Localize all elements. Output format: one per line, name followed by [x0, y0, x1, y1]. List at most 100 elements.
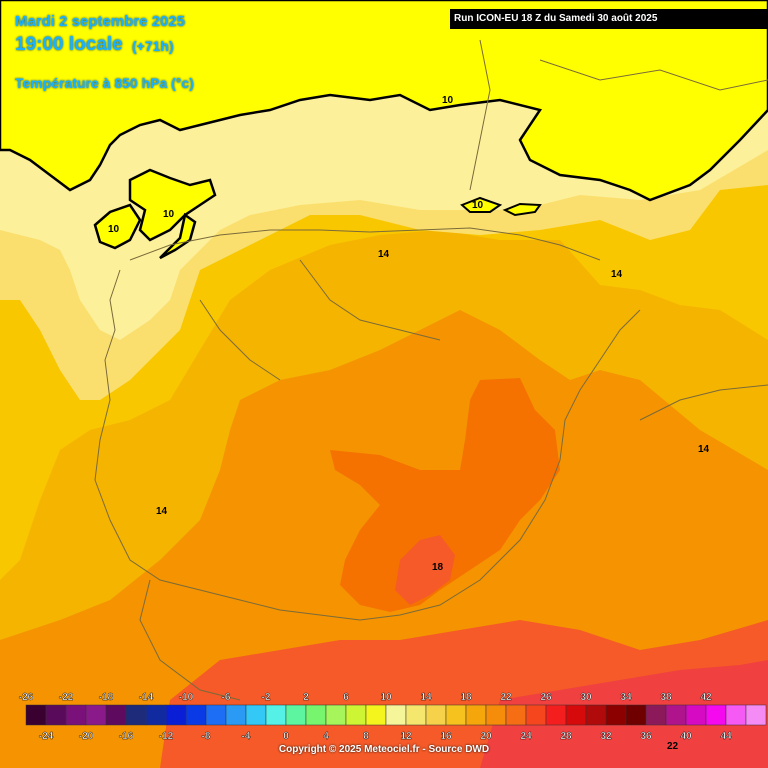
legend-bottom-tick: -8	[202, 731, 211, 742]
contour-label: 14	[611, 269, 623, 280]
legend-bottom-tick: 36	[640, 731, 652, 742]
contour-labels: 10 10 10 10 14 14 14 14 18 22	[108, 95, 710, 752]
forecast-date: Mardi 2 septembre 2025	[15, 13, 186, 30]
legend-bottom-tick: 40	[680, 731, 692, 742]
lead-time: (+71h)	[132, 38, 174, 54]
legend-bottom-tick: -24	[39, 731, 54, 742]
legend-top-tick: -26	[19, 692, 34, 703]
temp-field-22	[395, 535, 455, 605]
legend-swatch	[605, 704, 627, 726]
legend-swatch	[365, 704, 387, 726]
contour-label: 14	[156, 506, 168, 517]
contour-label: 18	[432, 562, 444, 573]
legend-swatch	[345, 704, 367, 726]
contour-label: 10	[472, 200, 484, 211]
copyright: Copyright © 2025 Meteociel.fr - Source D…	[278, 744, 490, 755]
legend-bottom-tick: -16	[119, 731, 134, 742]
legend-swatch	[265, 704, 287, 726]
legend-bottom-tick: -4	[242, 731, 251, 742]
legend-swatch	[325, 704, 347, 726]
legend-swatch	[25, 704, 47, 726]
legend-swatch	[545, 704, 567, 726]
legend-top-tick: -10	[179, 692, 194, 703]
legend-top-tick: 38	[660, 692, 672, 703]
legend-swatch	[305, 704, 327, 726]
coastlines	[94, 39, 768, 701]
legend-swatch	[245, 704, 267, 726]
contour-label: 10	[442, 95, 454, 106]
legend-bottom-tick: 8	[363, 731, 369, 742]
legend-swatch	[285, 704, 307, 726]
contour-label: 14	[378, 249, 390, 260]
legend-swatch	[225, 704, 247, 726]
color-legend: -26 -22 -18 -14 -10 -6 -2 2 6 10 14 18 22 26 30 34 38 42-…	[19, 692, 767, 742]
legend-swatch	[65, 704, 87, 726]
legend-top-tick: -22	[59, 692, 74, 703]
legend-swatch	[665, 704, 687, 726]
cold-blob-pyrenees	[460, 196, 503, 213]
legend-swatch	[125, 704, 147, 726]
legend-top-tick: 22	[500, 692, 512, 703]
legend-swatch	[705, 704, 727, 726]
legend-bottom-tick: 28	[560, 731, 572, 742]
legend-swatch	[145, 704, 167, 726]
legend-swatch	[445, 704, 467, 726]
legend-swatch	[585, 704, 607, 726]
legend-swatch	[385, 704, 407, 726]
legend-bottom-tick: -12	[159, 731, 174, 742]
temp-field-10	[0, 0, 768, 202]
legend-bottom-tick: 4	[323, 731, 329, 742]
legend-swatch	[485, 704, 507, 726]
contour-label: 10	[163, 209, 175, 220]
legend-top-tick: 42	[700, 692, 712, 703]
legend-swatch	[685, 704, 707, 726]
legend-swatch	[725, 704, 747, 726]
legend-swatch	[105, 704, 127, 726]
forecast-time: 19:00 locale	[15, 34, 123, 55]
legend-bottom-tick: 12	[400, 731, 412, 742]
legend-top-tick: 30	[580, 692, 592, 703]
temp-field-20	[330, 378, 560, 612]
legend-swatch	[185, 704, 207, 726]
legend-bottom-tick: 20	[480, 731, 492, 742]
legend-bottom-tick: 32	[600, 731, 612, 742]
legend-bottom-tick: 44	[720, 731, 732, 742]
legend-swatch	[505, 704, 527, 726]
legend-top-tick: 14	[420, 692, 432, 703]
legend-bottom-tick: 24	[520, 731, 532, 742]
legend-top-tick: -14	[139, 692, 154, 703]
legend-swatch	[565, 704, 587, 726]
legend-swatch	[405, 704, 427, 726]
contour-label: 22	[667, 741, 679, 752]
legend-top-tick: -18	[99, 692, 114, 703]
legend-swatch	[525, 704, 547, 726]
legend-top-tick: -2	[262, 692, 271, 703]
legend-swatch	[205, 704, 227, 726]
contour-label: 14	[698, 444, 710, 455]
cold-blob-galicia-3	[159, 212, 197, 260]
cold-blob-galicia-2	[93, 203, 142, 250]
legend-top-tick: 10	[380, 692, 392, 703]
legend-top-tick: -6	[222, 692, 231, 703]
legend-swatch	[465, 704, 487, 726]
legend-swatch	[625, 704, 647, 726]
legend-top-tick: 34	[620, 692, 632, 703]
legend-top-tick: 26	[540, 692, 552, 703]
legend-swatch	[85, 704, 107, 726]
legend-swatch	[45, 704, 67, 726]
parameter-title: Température à 850 hPa (°c)	[15, 75, 194, 91]
legend-top-tick: 18	[460, 692, 472, 703]
legend-top-tick: 6	[343, 692, 349, 703]
run-info: Run ICON-EU 18 Z du Samedi 30 août 2025	[450, 9, 768, 29]
legend-top-tick: 2	[303, 692, 309, 703]
cold-blob-galicia	[128, 168, 217, 242]
legend-swatch	[165, 704, 187, 726]
cold-blob-pyrenees-2	[502, 202, 542, 217]
legend-bottom-tick: 0	[283, 731, 289, 742]
legend-swatch	[745, 704, 767, 726]
legend-bottom-tick: -20	[79, 731, 94, 742]
legend-bottom-tick: 16	[440, 731, 452, 742]
legend-swatch	[425, 704, 447, 726]
contour-label: 10	[108, 224, 120, 235]
